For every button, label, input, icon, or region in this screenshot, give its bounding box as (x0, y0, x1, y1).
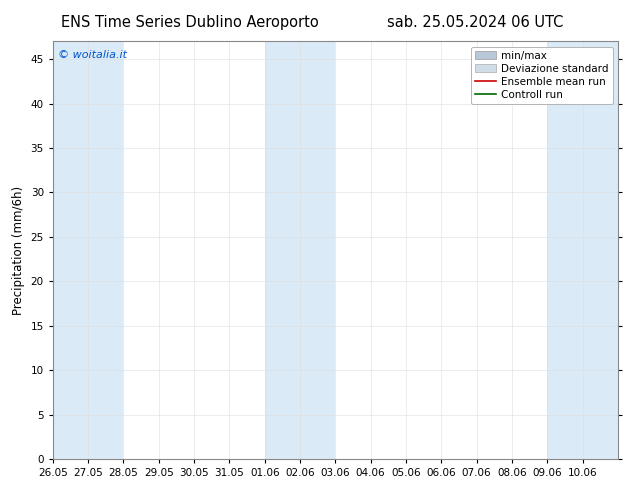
Bar (265, 41, 335, 459)
Bar (547, 41, 618, 459)
Text: © woitalia.it: © woitalia.it (58, 50, 127, 60)
Text: sab. 25.05.2024 06 UTC: sab. 25.05.2024 06 UTC (387, 15, 564, 30)
Bar (53, 41, 124, 459)
Y-axis label: Precipitation (mm/6h): Precipitation (mm/6h) (12, 186, 25, 315)
Legend: min/max, Deviazione standard, Ensemble mean run, Controll run: min/max, Deviazione standard, Ensemble m… (471, 47, 612, 104)
Text: ENS Time Series Dublino Aeroporto: ENS Time Series Dublino Aeroporto (61, 15, 319, 30)
